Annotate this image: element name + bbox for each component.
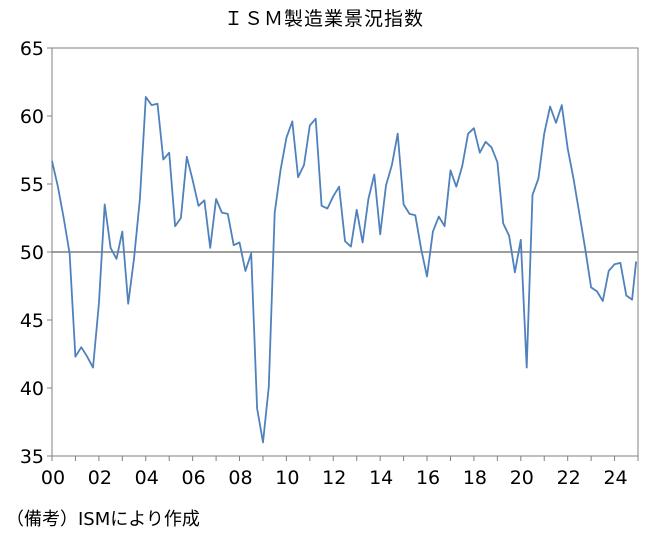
- x-tick-label: 00: [41, 467, 65, 489]
- x-tick-label: 20: [510, 467, 534, 489]
- source-note: （備考）ISMにより作成: [6, 509, 200, 530]
- y-tick-label: 35: [20, 446, 44, 468]
- x-axis-ticks: 00 02 04 06 08 10 12 14 16 18 20 22 24: [41, 456, 639, 489]
- y-tick-label: 45: [20, 310, 44, 332]
- x-tick-label: 22: [557, 467, 581, 489]
- x-tick-label: 16: [416, 467, 440, 489]
- chart-title: ＩＳＭ製造業景況指数: [223, 8, 424, 30]
- x-tick-label: 12: [322, 467, 346, 489]
- x-tick-label: 24: [603, 467, 627, 489]
- x-tick-label: 06: [182, 467, 206, 489]
- x-tick-label: 02: [88, 467, 112, 489]
- y-axis-ticks: 35 40 45 50 55 60 65: [20, 38, 52, 468]
- y-tick-label: 40: [20, 378, 44, 400]
- x-tick-label: 08: [228, 467, 252, 489]
- x-tick-label: 14: [369, 467, 393, 489]
- x-tick-label: 04: [135, 467, 159, 489]
- y-tick-label: 50: [20, 242, 44, 264]
- y-tick-label: 55: [20, 174, 44, 196]
- y-tick-label: 65: [20, 38, 44, 60]
- y-tick-label: 60: [20, 106, 44, 128]
- x-tick-label: 18: [463, 467, 487, 489]
- x-tick-label: 10: [275, 467, 299, 489]
- series-line: [51, 96, 637, 444]
